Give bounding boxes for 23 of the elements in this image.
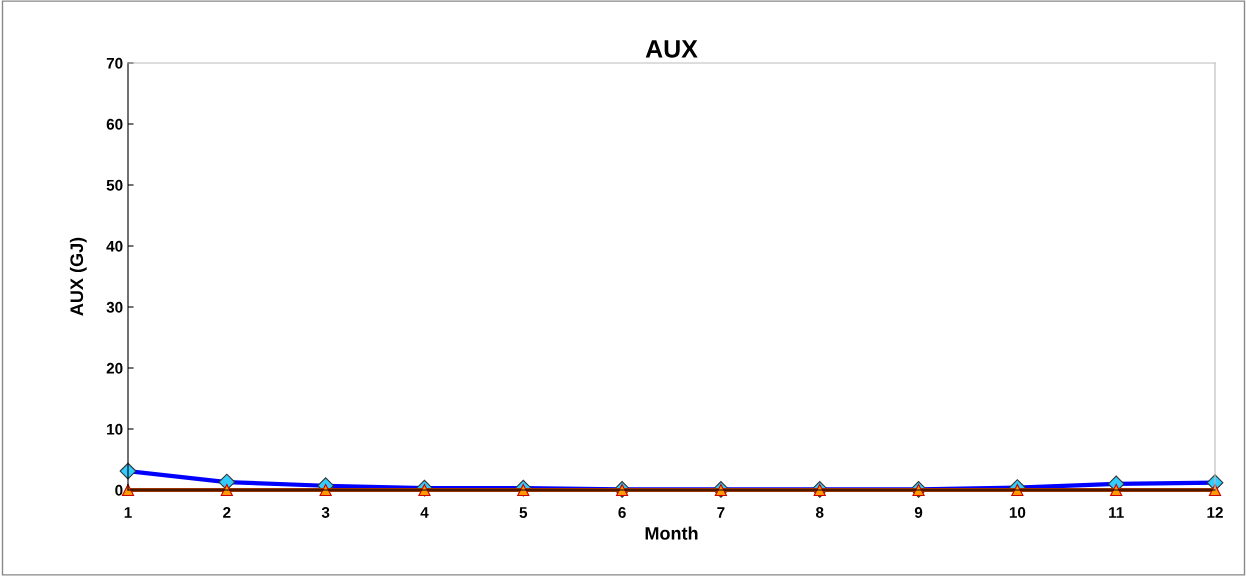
y-tick-label: 60	[106, 118, 123, 130]
x-tick-label: 12	[1207, 507, 1223, 518]
x-tick-label: 4	[420, 507, 429, 518]
x-tick-label: 1	[124, 507, 132, 518]
x-axis-title: Month	[645, 526, 698, 540]
x-tick-label: 10	[1009, 507, 1026, 518]
y-tick-label: 10	[107, 423, 123, 435]
x-tick-label: 8	[815, 507, 824, 518]
x-tick-label: 9	[914, 507, 923, 518]
x-tick-label: 3	[321, 507, 330, 518]
y-tick-label: 50	[106, 179, 123, 191]
y-tick-label: 40	[106, 240, 123, 252]
x-tick-label: 6	[618, 507, 626, 518]
chart-title: AUX	[645, 40, 698, 58]
y-tick-label: 30	[106, 301, 123, 313]
y-axis-title: AUX (GJ)	[69, 237, 87, 316]
y-tick-label: 0	[115, 484, 123, 496]
x-tick-label: 2	[223, 507, 231, 518]
y-tick-label: 20	[106, 362, 123, 374]
y-tick-label: 70	[106, 57, 123, 69]
x-tick-label: 5	[519, 507, 528, 518]
x-tick-label: 11	[1109, 507, 1124, 518]
x-tick-label: 7	[717, 507, 725, 518]
